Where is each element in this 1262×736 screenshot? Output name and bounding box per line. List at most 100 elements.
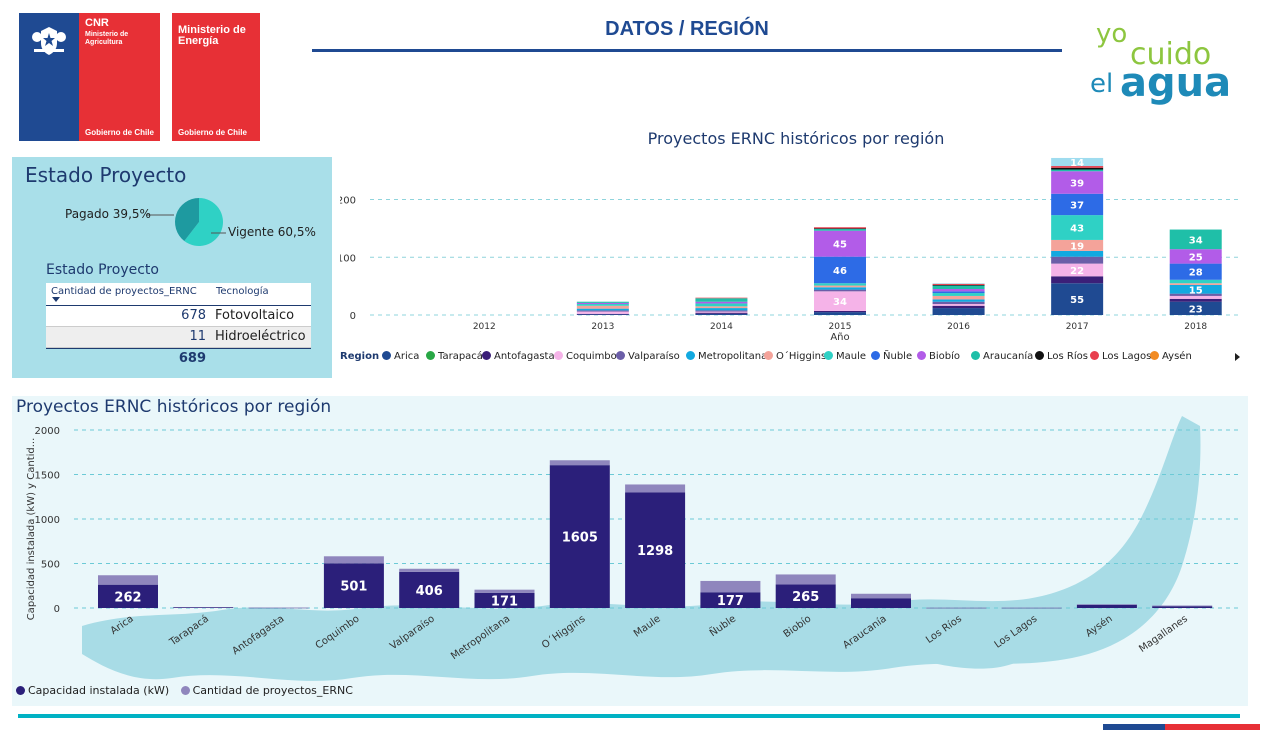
bar-segment-capacidad-instalada-kw-biobio[interactable] <box>775 584 836 608</box>
table-row[interactable]: 678 Fotovoltaico <box>46 306 311 327</box>
legend-next-arrow-icon[interactable] <box>1235 353 1240 361</box>
bar-segment-antofagasta-2015[interactable] <box>814 310 866 313</box>
bar-segment-antofagasta-2017[interactable] <box>1051 276 1104 284</box>
pie-slice-vigente[interactable] <box>184 198 223 246</box>
bar-segment-los-lagos-2017[interactable] <box>1051 166 1104 168</box>
legend-item-los-rios[interactable]: Los Ríos <box>1035 351 1088 362</box>
bar-segment-nuble-2017[interactable] <box>1051 193 1104 216</box>
legend-item-arica[interactable]: Arica <box>382 351 419 362</box>
bar-segment-valparaiso-2014[interactable] <box>695 310 748 312</box>
bar-segment-coquimbo-2015[interactable] <box>814 291 866 311</box>
bar-segment-cantidad-de-proyectos-ernc-nuble[interactable] <box>700 580 761 593</box>
bar-segment-antofagasta-2013[interactable] <box>576 313 629 315</box>
bar-segment-antofagasta-2018[interactable] <box>1169 298 1222 302</box>
bar-segment-metropolitana-2018[interactable] <box>1169 284 1222 294</box>
bar-segment-cantidad-de-proyectos-ernc-araucania[interactable] <box>851 593 911 599</box>
bar-segment-nuble-2015[interactable] <box>814 256 866 284</box>
legend-item-valparaiso[interactable]: Valparaíso <box>616 351 680 362</box>
bar-segment-capacidad-instalada-kw-o-higgins[interactable] <box>549 465 610 608</box>
bar-segment-antofagasta-2014[interactable] <box>695 312 748 314</box>
bar-segment-capacidad-instalada-kw-magallanes[interactable] <box>1152 606 1213 608</box>
bar-segment-capacidad-instalada-kw-aysen[interactable] <box>1076 604 1137 608</box>
bar-segment-metropolitana-2016[interactable] <box>932 299 985 302</box>
legend-item-coquimbo[interactable]: Coquimbo <box>554 351 617 362</box>
bar-segment-los-lagos-2016[interactable] <box>932 283 985 285</box>
bar-segment-capacidad-instalada-kw-nuble[interactable] <box>700 592 761 608</box>
bar-segment-maule-2014[interactable] <box>695 303 748 307</box>
bar-segment-o-higgins-2018[interactable] <box>1169 283 1222 285</box>
bar-segment-valparaiso-2017[interactable] <box>1051 256 1104 264</box>
bar-segment-cantidad-de-proyectos-ernc-aysen[interactable] <box>1076 604 1137 605</box>
bar-segment-metropolitana-2017[interactable] <box>1051 250 1104 257</box>
bar-segment-cantidad-de-proyectos-ernc-antofagasta[interactable] <box>248 607 309 609</box>
bar-segment-maule-2018[interactable] <box>1169 279 1222 284</box>
bar-segment-nuble-2018[interactable] <box>1169 263 1222 280</box>
bar-segment-biobio-2016[interactable] <box>932 289 985 292</box>
bar-segment-arica-2014[interactable] <box>695 313 748 315</box>
legend-item-o-higgins[interactable]: O´Higgins <box>764 351 826 362</box>
pie-slice-pagado[interactable] <box>175 198 199 241</box>
bar-segment-cantidad-de-proyectos-ernc-coquimbo[interactable] <box>323 556 384 564</box>
bar-segment-capacidad-instalada-kw-tarapaca[interactable] <box>173 607 234 608</box>
bar-segment-coquimbo-2014[interactable] <box>695 311 748 313</box>
sort-desc-icon[interactable] <box>52 297 60 302</box>
bar-segment-arica-2017[interactable] <box>1051 283 1104 315</box>
bar-segment-metropolitana-2014[interactable] <box>695 308 748 311</box>
legend-item-aysen[interactable]: Aysén <box>1150 351 1192 362</box>
bar-segment-maule-2017[interactable] <box>1051 215 1104 240</box>
bar-segment-cantidad-de-proyectos-ernc-valparaiso[interactable] <box>399 568 460 572</box>
bar-segment-araucania-2013[interactable] <box>576 301 629 303</box>
bar-segment-o-higgins-2013[interactable] <box>576 305 629 309</box>
legend-item-maule[interactable]: Maule <box>824 351 866 362</box>
bar-segment-cantidad-de-proyectos-ernc-o-higgins[interactable] <box>549 460 610 466</box>
bar-segment-magallanes-2016[interactable] <box>932 283 985 284</box>
bar-segment-arica-2018[interactable] <box>1169 301 1222 315</box>
bar-segment-biobio-2014[interactable] <box>695 301 748 304</box>
bar-segment-capacidad-instalada-kw-coquimbo[interactable] <box>323 563 384 608</box>
bar-segment-araucania-2016[interactable] <box>932 285 985 290</box>
bar-segment-los-rios-2015[interactable] <box>814 228 866 229</box>
bar-segment-capacidad-instalada-kw-metropolitana[interactable] <box>474 592 535 608</box>
bar-segment-metropolitana-2013[interactable] <box>576 308 629 311</box>
legend-item-nuble[interactable]: Ñuble <box>871 351 912 362</box>
legend-item-tarapaca[interactable]: Tarapacá <box>426 351 483 362</box>
bar-segment-cantidad-de-proyectos-ernc-biobio[interactable] <box>775 574 836 585</box>
col-header-technology[interactable]: Tecnología <box>216 286 269 297</box>
bar-segment-biobio-2018[interactable] <box>1169 249 1222 264</box>
bar-segment-o-higgins-2014[interactable] <box>695 306 748 309</box>
bar-segment-cantidad-de-proyectos-ernc-metropolitana[interactable] <box>474 589 535 593</box>
legend-item-capacity[interactable]: Capacidad instalada (kW) <box>16 684 169 697</box>
bar-segment-araucania-2018[interactable] <box>1169 229 1222 250</box>
bar-segment-araucania-2015[interactable] <box>814 228 866 231</box>
bar-segment-valparaiso-2015[interactable] <box>814 289 866 292</box>
bar-segment-los-lagos-2014[interactable] <box>695 297 748 299</box>
bar-segment-valparaiso-2018[interactable] <box>1169 293 1222 296</box>
bar-segment-biobio-2017[interactable] <box>1051 171 1104 194</box>
bar-segment-biobio-2015[interactable] <box>814 230 866 257</box>
bar-segment-coquimbo-2013[interactable] <box>576 311 629 314</box>
legend-item-antofagasta[interactable]: Antofagasta <box>482 351 555 362</box>
bar-segment-arica-2015[interactable] <box>814 312 866 315</box>
bar-segment-o-higgins-2016[interactable] <box>932 295 985 300</box>
bar-segment-capacidad-instalada-kw-araucania[interactable] <box>851 598 911 608</box>
legend-item-los-lagos[interactable]: Los Lagos <box>1090 351 1151 362</box>
bar-segment-cantidad-de-proyectos-ernc-magallanes[interactable] <box>1152 605 1213 607</box>
legend-item-biobio[interactable]: Biobío <box>917 351 960 362</box>
bar-segment-capacidad-instalada-kw-arica[interactable] <box>98 584 158 608</box>
bar-segment-arica-2013[interactable] <box>576 314 629 315</box>
legend-item-araucania[interactable]: Araucanía <box>971 351 1033 362</box>
legend-item-metropolitana[interactable]: Metropolitana <box>686 351 767 362</box>
bar-segment-o-higgins-2015[interactable] <box>814 285 866 288</box>
bar-segment-los-rios-2016[interactable] <box>932 284 985 286</box>
bar-segment-maule-2016[interactable] <box>932 293 985 296</box>
bar-segment-cantidad-de-proyectos-ernc-los-rios[interactable] <box>926 607 987 609</box>
bar-segment-cantidad-de-proyectos-ernc-tarapaca[interactable] <box>173 607 234 608</box>
bar-segment-nuble-2016[interactable] <box>932 291 985 294</box>
bar-segment-cantidad-de-proyectos-ernc-los-lagos[interactable] <box>1001 607 1062 609</box>
bar-segment-cantidad-de-proyectos-ernc-arica[interactable] <box>98 575 158 585</box>
bar-segment-coquimbo-2017[interactable] <box>1051 263 1104 277</box>
bar-segment-los-rios-2017[interactable] <box>1051 167 1104 170</box>
bar-segment-valparaiso-2013[interactable] <box>576 310 629 312</box>
table-row[interactable]: 11 Hidroeléctrico <box>46 327 311 348</box>
bar-segment-cantidad-de-proyectos-ernc-maule[interactable] <box>625 484 686 493</box>
